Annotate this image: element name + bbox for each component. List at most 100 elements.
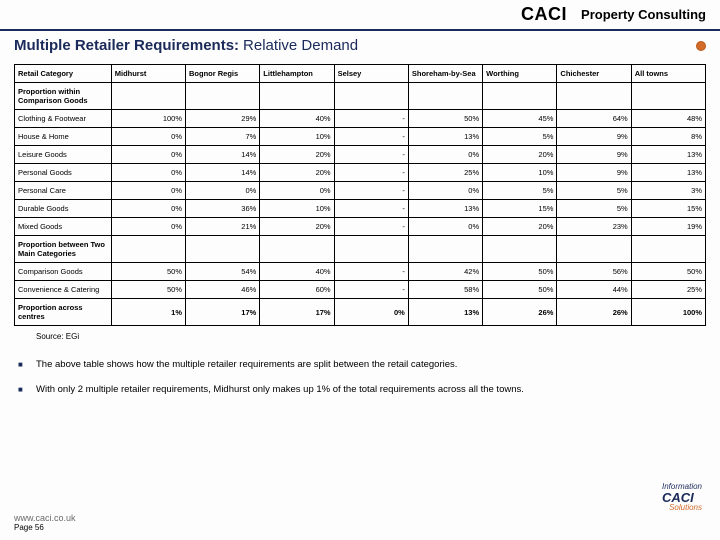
data-cell: 5%: [483, 182, 557, 200]
data-cell: 0%: [111, 218, 185, 236]
source-text: Source: EGi: [14, 326, 706, 341]
data-cell: 5%: [483, 128, 557, 146]
table-container: Retail Category Midhurst Bognor Regis Li…: [0, 54, 720, 345]
data-cell: 13%: [408, 128, 482, 146]
empty-cell: [408, 83, 482, 110]
data-cell: 56%: [557, 263, 631, 281]
data-cell: 0%: [111, 200, 185, 218]
col-header: Chichester: [557, 65, 631, 83]
data-cell: 100%: [111, 110, 185, 128]
table-row: Personal Goods0%14%20%-25%10%9%13%: [15, 164, 706, 182]
data-cell: 10%: [260, 128, 334, 146]
row-label: Durable Goods: [15, 200, 112, 218]
data-cell: 15%: [483, 200, 557, 218]
data-cell: 19%: [631, 218, 705, 236]
data-cell: 9%: [557, 128, 631, 146]
empty-cell: [483, 236, 557, 263]
row-label: Convenience & Catering: [15, 281, 112, 299]
data-cell: 5%: [557, 200, 631, 218]
data-cell: 1%: [111, 299, 185, 326]
data-cell: 36%: [186, 200, 260, 218]
data-cell: -: [334, 110, 408, 128]
empty-cell: [334, 83, 408, 110]
col-header: Retail Category: [15, 65, 112, 83]
data-cell: 0%: [408, 182, 482, 200]
table-row: Personal Care0%0%0%-0%5%5%3%: [15, 182, 706, 200]
data-cell: 50%: [408, 110, 482, 128]
data-cell: 17%: [186, 299, 260, 326]
data-cell: 50%: [483, 263, 557, 281]
table-body: Proportion within Comparison GoodsClothi…: [15, 83, 706, 326]
data-cell: 40%: [260, 263, 334, 281]
section-label: Proportion within Comparison Goods: [15, 83, 112, 110]
data-table: Retail Category Midhurst Bognor Regis Li…: [14, 64, 706, 326]
empty-cell: [334, 236, 408, 263]
empty-cell: [186, 236, 260, 263]
footer-logo: Information CACI Solutions: [662, 483, 702, 512]
data-cell: 13%: [408, 200, 482, 218]
row-label: Comparison Goods: [15, 263, 112, 281]
data-cell: 0%: [111, 146, 185, 164]
data-cell: 58%: [408, 281, 482, 299]
footer: www.caci.co.uk Page 56: [14, 513, 706, 532]
data-cell: 25%: [408, 164, 482, 182]
data-cell: 64%: [557, 110, 631, 128]
empty-cell: [111, 236, 185, 263]
empty-cell: [483, 83, 557, 110]
data-cell: 44%: [557, 281, 631, 299]
data-cell: 0%: [111, 128, 185, 146]
data-cell: 50%: [631, 263, 705, 281]
data-cell: 42%: [408, 263, 482, 281]
col-header: Worthing: [483, 65, 557, 83]
data-cell: 10%: [260, 200, 334, 218]
data-cell: -: [334, 182, 408, 200]
empty-cell: [631, 236, 705, 263]
data-cell: 7%: [186, 128, 260, 146]
data-cell: 23%: [557, 218, 631, 236]
data-cell: 50%: [483, 281, 557, 299]
data-cell: -: [334, 281, 408, 299]
data-cell: 25%: [631, 281, 705, 299]
data-cell: 21%: [186, 218, 260, 236]
data-cell: 29%: [186, 110, 260, 128]
col-header: Shoreham-by-Sea: [408, 65, 482, 83]
header-rule: [0, 29, 720, 31]
tagline-text: Property Consulting: [581, 7, 706, 22]
data-cell: -: [334, 200, 408, 218]
data-cell: 10%: [483, 164, 557, 182]
row-label: Personal Care: [15, 182, 112, 200]
empty-cell: [631, 83, 705, 110]
row-label: Mixed Goods: [15, 218, 112, 236]
data-cell: -: [334, 164, 408, 182]
title-main: Multiple Retailer Requirements:: [14, 37, 239, 54]
table-row: Leisure Goods0%14%20%-0%20%9%13%: [15, 146, 706, 164]
row-label: Personal Goods: [15, 164, 112, 182]
col-header: All towns: [631, 65, 705, 83]
footer-url: www.caci.co.uk: [14, 513, 76, 523]
data-cell: 0%: [408, 218, 482, 236]
data-cell: 20%: [260, 146, 334, 164]
data-cell: 3%: [631, 182, 705, 200]
data-cell: 8%: [631, 128, 705, 146]
data-cell: -: [334, 128, 408, 146]
section-row: Proportion within Comparison Goods: [15, 83, 706, 110]
data-cell: 40%: [260, 110, 334, 128]
data-cell: -: [334, 263, 408, 281]
bullet-list: The above table shows how the multiple r…: [0, 345, 720, 397]
table-row: House & Home0%7%10%-13%5%9%8%: [15, 128, 706, 146]
data-cell: 9%: [557, 146, 631, 164]
data-cell: 15%: [631, 200, 705, 218]
title-dot-icon: [696, 41, 706, 51]
data-cell: 14%: [186, 146, 260, 164]
data-cell: 48%: [631, 110, 705, 128]
logo-solutions: Solutions: [662, 504, 702, 512]
table-row: Clothing & Footwear100%29%40%-50%45%64%4…: [15, 110, 706, 128]
title-bar: Multiple Retailer Requirements: Relative…: [0, 37, 720, 54]
data-cell: 14%: [186, 164, 260, 182]
brand-text: CACI: [521, 4, 567, 25]
header: CACI Property Consulting: [0, 0, 720, 27]
data-cell: -: [334, 146, 408, 164]
table-row: Convenience & Catering50%46%60%-58%50%44…: [15, 281, 706, 299]
data-cell: 0%: [186, 182, 260, 200]
data-cell: 13%: [631, 146, 705, 164]
